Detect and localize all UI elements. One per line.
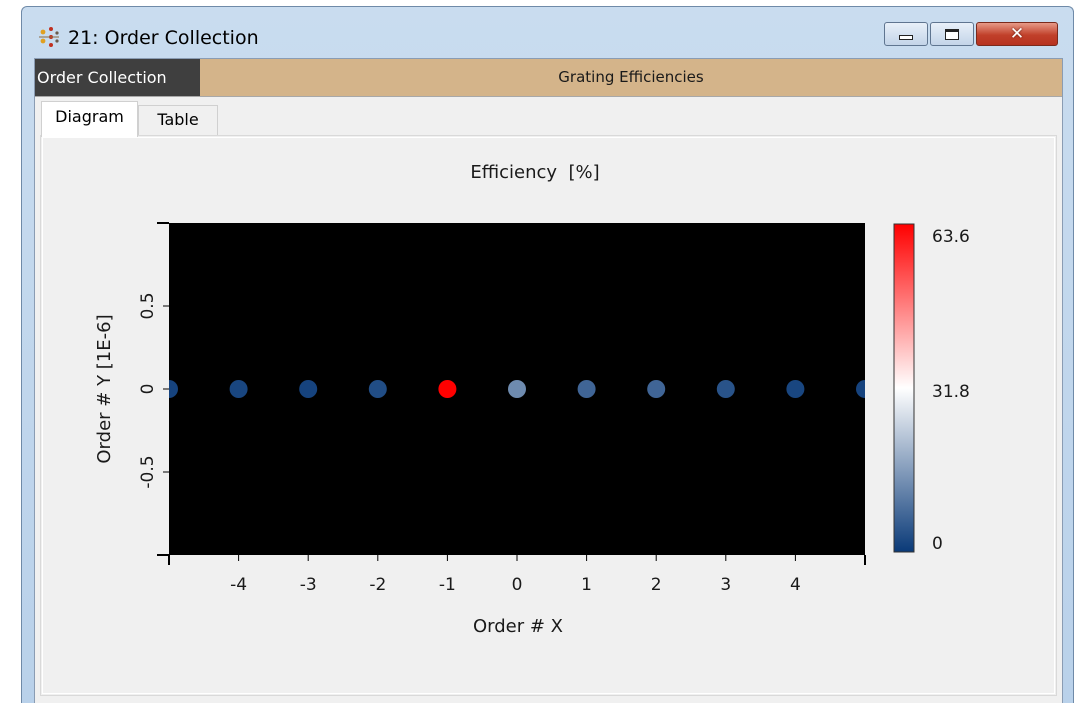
diagram-panel: Efficiency [%] -4 -3 -2 -1 0 1 2 3 4 -0.5 0 0.5 Ord… xyxy=(40,135,1057,696)
close-icon: ✕ xyxy=(1009,24,1025,44)
y-tick-label: 0 xyxy=(138,384,158,395)
maximize-button[interactable] xyxy=(930,22,974,46)
colorbar-min-label: 0 xyxy=(932,534,943,554)
x-tick-label: -4 xyxy=(230,575,247,595)
x-tick-label: -2 xyxy=(369,575,386,595)
data-point[interactable] xyxy=(160,380,178,398)
document-header: Order Collection Grating Efficiencies xyxy=(35,59,1062,97)
data-point[interactable] xyxy=(508,380,526,398)
data-point[interactable] xyxy=(786,380,805,398)
x-axis-label: Order # X xyxy=(473,616,563,637)
minimize-button[interactable] xyxy=(884,22,928,46)
y-tick-label: -0.5 xyxy=(138,455,158,488)
tab-diagram[interactable]: Diagram xyxy=(41,101,138,137)
data-point[interactable] xyxy=(229,380,248,398)
colorbar xyxy=(893,223,915,553)
colorbar-max-label: 63.6 xyxy=(932,227,970,247)
application-window: 21: Order Collection ✕ Order Collection … xyxy=(21,6,1074,703)
tab-table[interactable]: Table xyxy=(138,105,218,135)
data-point[interactable] xyxy=(368,380,387,398)
close-button[interactable]: ✕ xyxy=(976,22,1058,46)
x-tick-label: 3 xyxy=(720,575,731,595)
x-tick-label: 2 xyxy=(651,575,662,595)
x-tick-label: -3 xyxy=(300,575,317,595)
maximize-icon xyxy=(945,28,959,40)
order-collection-icon xyxy=(39,27,59,47)
chart-title: Efficiency [%] xyxy=(470,162,599,183)
data-point[interactable] xyxy=(577,380,596,398)
data-point[interactable] xyxy=(716,380,735,398)
x-tick-label: -1 xyxy=(439,575,456,595)
colorbar-mid-label: 31.8 xyxy=(932,382,970,402)
minimize-icon xyxy=(899,34,913,40)
client-area: Order Collection Grating Efficiencies Di… xyxy=(34,58,1063,703)
y-tick-label: 0.5 xyxy=(138,292,158,319)
data-point[interactable] xyxy=(299,380,318,398)
x-tick-label: 1 xyxy=(581,575,592,595)
data-point[interactable] xyxy=(647,380,666,398)
window-title: 21: Order Collection xyxy=(68,27,259,49)
efficiency-chart[interactable]: Efficiency [%] -4 -3 -2 -1 0 1 2 3 4 -0.5 0 0.5 Ord… xyxy=(43,138,1059,698)
data-point[interactable] xyxy=(438,380,457,398)
x-tick-label: 4 xyxy=(790,575,801,595)
data-point[interactable] xyxy=(856,380,874,398)
title-bar[interactable]: 21: Order Collection ✕ xyxy=(22,7,1073,59)
document-label: Order Collection xyxy=(35,59,200,96)
x-tick-label: 0 xyxy=(512,575,523,595)
y-axis-label: Order # Y [1E-6] xyxy=(94,314,115,463)
section-title: Grating Efficiencies xyxy=(558,68,704,86)
